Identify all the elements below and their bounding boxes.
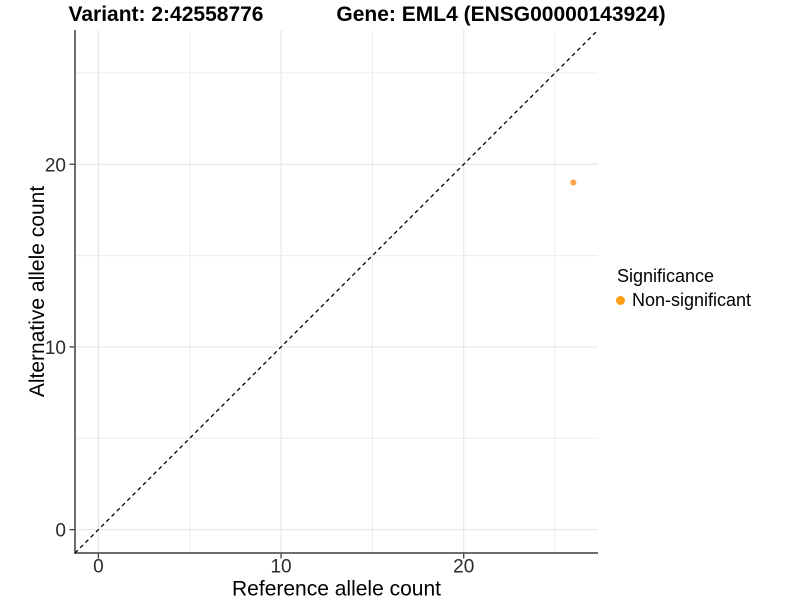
variant-title: Variant: 2:42558776 <box>68 3 264 26</box>
x-axis-title: Reference allele count <box>232 578 441 600</box>
x-tick-label: 20 <box>453 557 474 578</box>
identity-line <box>74 29 599 554</box>
gene-title: Gene: EML4 (ENSG00000143924) <box>336 3 666 26</box>
legend-title: Significance <box>617 266 715 286</box>
y-axis-title: Alternative allele count <box>26 186 49 397</box>
y-tick-label: 10 <box>45 338 66 359</box>
data-point <box>570 179 577 186</box>
x-tick-label: 0 <box>93 557 104 578</box>
legend: Significance Non-significant <box>616 267 751 311</box>
y-tick-label: 0 <box>55 521 66 542</box>
y-tick-label: 20 <box>45 155 66 176</box>
non-significant-point-icon <box>616 296 625 305</box>
legend-item-label: Non-significant <box>632 290 752 310</box>
legend-item: Non-significant <box>616 290 751 311</box>
x-tick-label: 10 <box>270 557 291 578</box>
